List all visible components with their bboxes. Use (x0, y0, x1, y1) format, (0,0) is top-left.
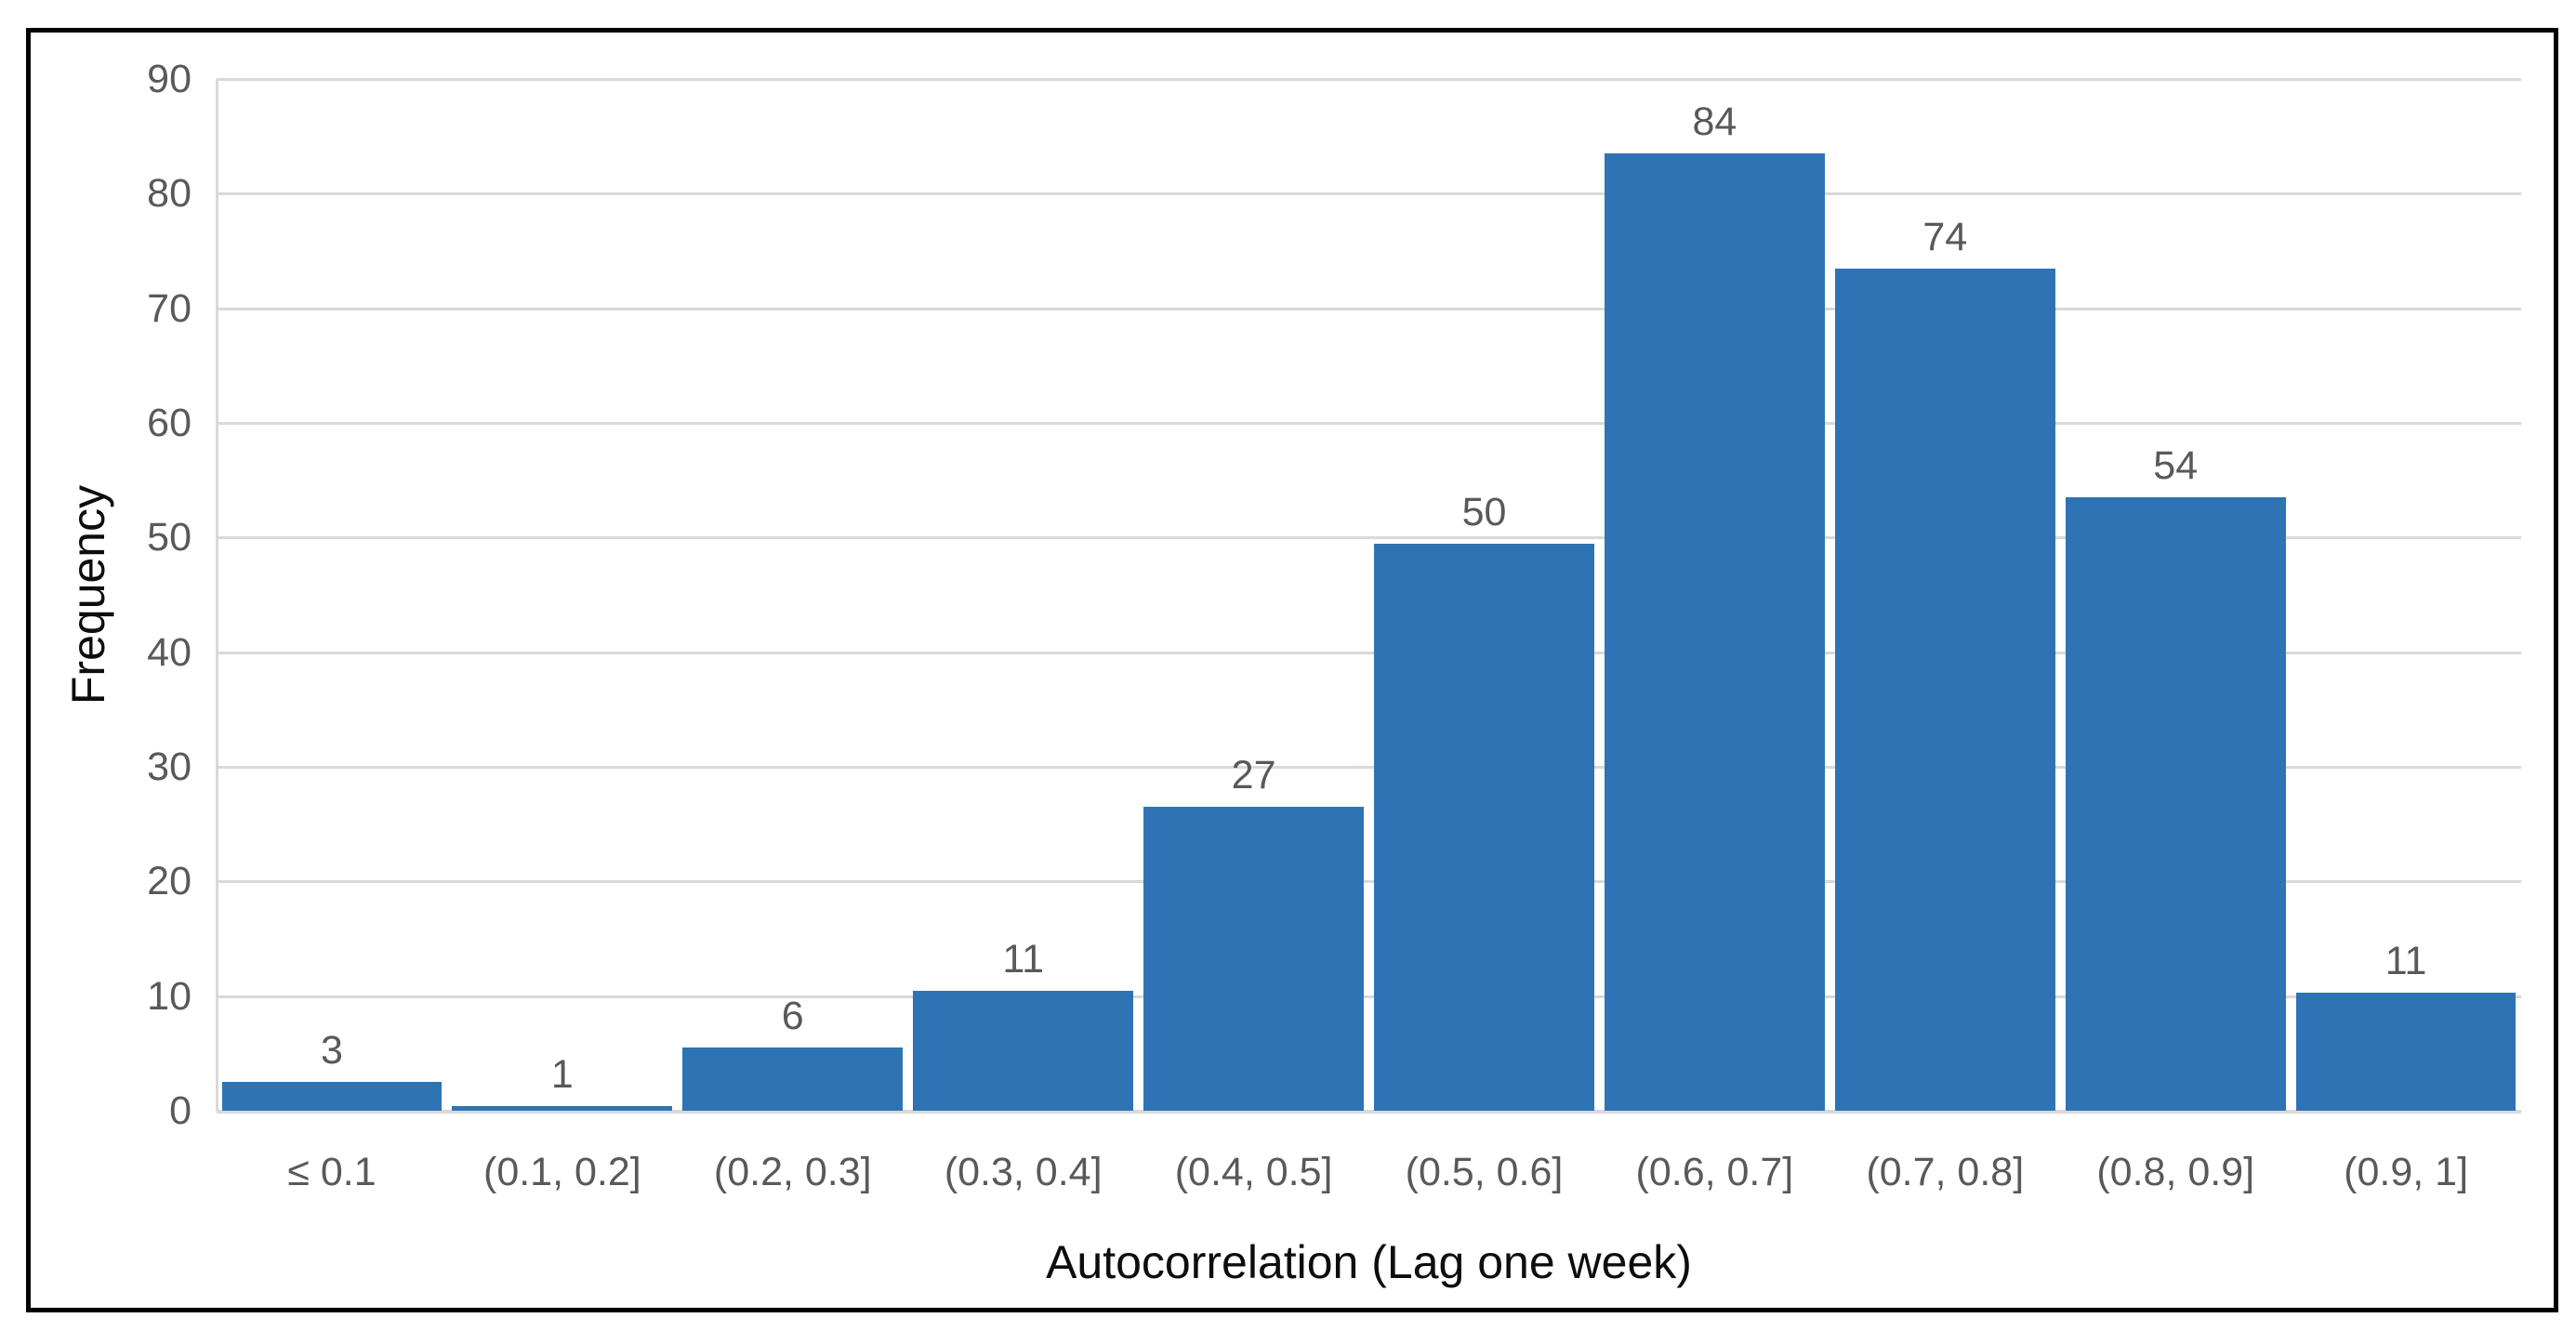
bar-value-label: 74 (1922, 214, 1968, 259)
bar-slot: 84 (1599, 79, 1830, 1111)
bar-value-label: 84 (1692, 99, 1737, 145)
bar (682, 1048, 904, 1111)
gridline (217, 995, 2521, 998)
bar-value-label: 1 (550, 1052, 574, 1098)
x-tick-label: (0.1, 0.2] (483, 1150, 641, 1194)
y-tick-label: 90 (147, 57, 192, 101)
x-tick-label: (0.2, 0.3] (713, 1150, 872, 1194)
x-tick-label: (0.3, 0.4] (944, 1150, 1103, 1194)
bar-slot: 11 (908, 79, 1139, 1111)
bar-value-label: 3 (320, 1028, 343, 1074)
bar-slot: 3 (217, 79, 447, 1111)
plot-area: 3 1 6 11 27 50 84 74 54 11 (216, 78, 2521, 1114)
x-axis-title: Autocorrelation (Lag one week) (1046, 1236, 1692, 1288)
bar-value-label: 50 (1461, 489, 1507, 534)
y-tick-label: 70 (147, 285, 192, 331)
bar-value-label: 54 (2153, 443, 2199, 489)
y-tick-label: 50 (147, 515, 192, 560)
gridline (217, 651, 2521, 654)
y-tick-label: 20 (147, 859, 192, 904)
bar (1143, 807, 1364, 1111)
x-tick-label: (0.7, 0.8] (1866, 1150, 2025, 1194)
x-axis-baseline (217, 1110, 2521, 1114)
bar-value-label: 11 (1002, 936, 1044, 982)
y-tick-label: 10 (147, 973, 192, 1019)
gridline (217, 766, 2521, 769)
x-tick-label: (0.5, 0.6] (1405, 1150, 1564, 1194)
bar-value-label: 6 (781, 994, 804, 1039)
bar (2065, 497, 2286, 1111)
gridline (217, 422, 2521, 425)
bar-slot: 11 (2291, 79, 2521, 1111)
y-tick-label: 30 (147, 744, 192, 789)
y-tick-label: 60 (147, 400, 192, 445)
y-tick-label: 0 (169, 1088, 192, 1133)
x-tick-label: (0.4, 0.5] (1174, 1150, 1333, 1194)
bar-slot: 54 (2060, 79, 2291, 1111)
bar (452, 1106, 673, 1111)
bar (1374, 543, 1594, 1111)
y-tick-label: 80 (147, 171, 192, 217)
gridline (217, 880, 2521, 884)
bar-slot: 50 (1369, 79, 1600, 1111)
gridline (217, 192, 2521, 196)
bar-value-label: 27 (1231, 753, 1276, 798)
y-tick-label: 40 (147, 629, 192, 675)
bar-slot: 1 (447, 79, 678, 1111)
bar-value-label: 11 (2384, 938, 2427, 983)
bar-slot: 74 (1830, 79, 2060, 1111)
x-tick-label: (0.8, 0.9] (2096, 1150, 2255, 1194)
bar (221, 1082, 443, 1111)
bars-row: 3 1 6 11 27 50 84 74 54 11 (217, 79, 2521, 1111)
bar (1605, 153, 1825, 1111)
gridline (217, 307, 2521, 310)
bar (1834, 268, 2055, 1111)
gridline (217, 536, 2521, 540)
bar-slot: 6 (678, 79, 908, 1111)
gridline (217, 78, 2521, 81)
x-tick-label: ≤ 0.1 (287, 1150, 376, 1194)
x-tick-label: (0.9, 1] (2344, 1150, 2469, 1194)
bar (2295, 992, 2517, 1111)
y-axis-tick-labels: 0 10 20 30 40 50 60 70 80 90 (26, 57, 192, 1133)
bar (913, 990, 1134, 1111)
y-axis-line (216, 79, 218, 1111)
x-axis-tick-labels: ≤ 0.1 (0.1, 0.2] (0.2, 0.3] (0.3, 0.4] (0.4,… (217, 1145, 2521, 1199)
x-tick-label: (0.6, 0.7] (1635, 1150, 1794, 1194)
bar-slot: 27 (1139, 79, 1369, 1111)
